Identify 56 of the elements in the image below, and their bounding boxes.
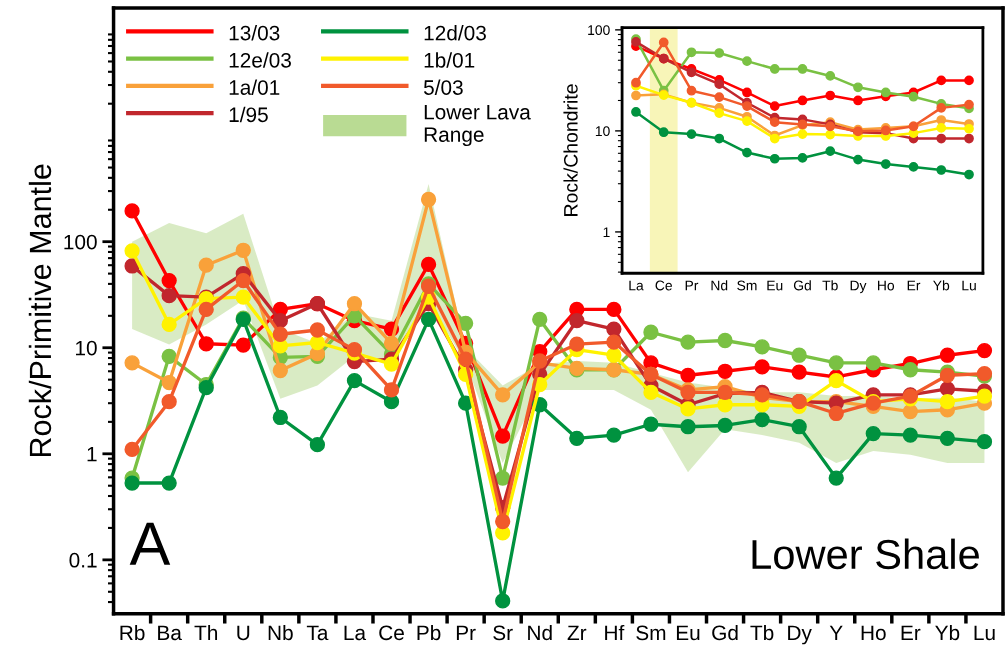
y-tick-label: 10 — [595, 126, 610, 137]
x-tick-label: Pb — [417, 624, 441, 641]
annotation: A — [129, 522, 171, 565]
x-tick-label: Er — [901, 625, 921, 641]
y-tick-label: 1 — [87, 447, 97, 462]
y-tick-label: 10 — [76, 340, 97, 356]
x-tick-label: Sm — [636, 625, 666, 641]
legend-label: 12e/03 — [229, 52, 291, 68]
x-tick-label: Ta — [306, 625, 329, 641]
y-tick-label: 100 — [588, 25, 610, 36]
x-tick-label: Lu — [974, 625, 995, 641]
y-tick-label: 100 — [64, 234, 97, 250]
x-tick-label: Nd — [711, 280, 728, 291]
x-tick-label: Tb — [750, 624, 774, 641]
x-tick-label: Sr — [493, 625, 513, 641]
x-tick-label: Gd — [712, 624, 738, 641]
legend-label: 5/03 — [423, 79, 463, 95]
x-tick-label: Ho — [861, 625, 886, 641]
x-tick-label: Yb — [935, 624, 960, 641]
x-tick-label: Rb — [120, 624, 145, 641]
x-tick-label: La — [629, 280, 644, 291]
x-tick-label: Y — [829, 625, 843, 641]
y-axis-title: Rock/Chondrite — [563, 84, 578, 216]
legend-label: 1/95 — [229, 106, 268, 123]
y-tick-label: 1 — [603, 227, 610, 237]
legend-label: Lower Lava Range — [424, 104, 531, 147]
x-tick-label: Ce — [379, 625, 404, 641]
x-tick-label: Dy — [850, 280, 867, 294]
x-tick-label: Gd — [793, 280, 811, 291]
x-tick-label: Lu — [962, 280, 976, 291]
x-tick-label: Yb — [933, 280, 950, 291]
x-tick-label: Nb — [268, 624, 293, 641]
x-tick-label: U — [237, 625, 250, 641]
x-tick-label: Sm — [737, 280, 757, 291]
annotation: Lower Shale — [752, 538, 979, 570]
x-tick-label: Eu — [767, 280, 783, 291]
legend-label: 1b/01 — [424, 52, 475, 68]
x-tick-label: Eu — [676, 625, 700, 641]
x-tick-label: Zr — [567, 625, 587, 641]
legend-label: 1a/01 — [229, 79, 280, 95]
x-tick-label: Dy — [788, 625, 812, 645]
legend-label: 13/03 — [229, 25, 280, 41]
y-axis-title: Rock/Primitive Mantle — [28, 164, 52, 457]
x-tick-label: Tb — [822, 280, 838, 291]
x-tick-label: La — [344, 625, 367, 641]
x-tick-label: Ce — [655, 280, 672, 291]
legend-label: 12d/03 — [424, 25, 486, 41]
y-tick-label: 0.1 — [69, 552, 97, 568]
x-tick-label: Pr — [685, 280, 699, 291]
x-tick-label: Er — [907, 280, 921, 291]
x-tick-label: Th — [194, 624, 218, 641]
x-tick-label: Hf — [605, 624, 625, 641]
x-tick-label: Ho — [878, 280, 895, 291]
x-tick-label: Pr — [456, 625, 476, 641]
x-tick-label: Ba — [158, 625, 182, 641]
x-tick-label: Nd — [528, 624, 552, 641]
